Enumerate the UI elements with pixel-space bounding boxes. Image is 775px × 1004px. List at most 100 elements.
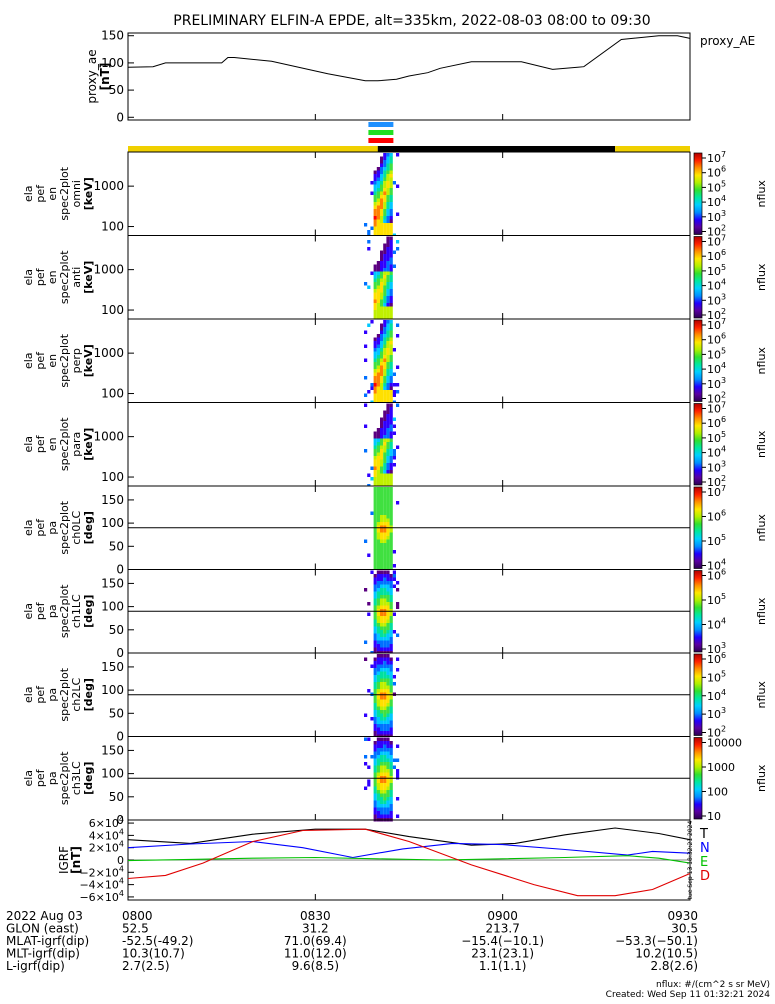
heatmap-cell xyxy=(389,313,393,317)
heatmap-cell xyxy=(376,647,380,651)
heatmap-cell xyxy=(389,376,393,380)
heatmap-cell xyxy=(380,351,384,355)
heatmap-cell xyxy=(376,351,380,355)
heatmap-cell xyxy=(380,327,384,331)
heatmap-cell xyxy=(380,254,384,258)
xaxis-row-value: 1.1(1.1) xyxy=(479,959,527,973)
heatmap-cell xyxy=(376,741,380,745)
panel-ylabel-pa_ch1: elapefpaspec2plotch1LC[deg] xyxy=(22,584,95,638)
heatmap-cell xyxy=(380,230,384,234)
heatmap-cell xyxy=(386,657,390,661)
heatmap-cell xyxy=(389,282,393,286)
heatmap-cell xyxy=(389,160,393,164)
panel-ytick-label: 150 xyxy=(101,493,124,507)
heatmap-cell xyxy=(389,511,393,515)
heatmap-cell xyxy=(380,546,384,550)
heatmap-cell xyxy=(376,504,380,508)
heatmap-cell xyxy=(386,310,390,314)
heatmap-cell xyxy=(380,337,384,341)
heatmap-cell xyxy=(380,341,384,345)
heatmap-cell xyxy=(373,442,377,446)
heatmap-cell xyxy=(373,633,377,637)
heatmap-cell xyxy=(392,550,396,554)
heatmap-cell xyxy=(380,459,384,463)
heatmap-cell xyxy=(376,675,380,679)
heatmap-cell xyxy=(380,167,384,171)
heatmap-cell xyxy=(383,532,387,536)
heatmap-cell xyxy=(383,181,387,185)
heatmap-cell xyxy=(370,570,374,574)
heatmap-cell xyxy=(383,247,387,251)
heatmap-cell xyxy=(380,564,384,568)
heatmap-cell xyxy=(389,807,393,811)
heatmap-cell xyxy=(376,751,380,755)
panel-frame-spec_perp xyxy=(127,318,691,403)
heatmap-cell xyxy=(383,772,387,776)
heatmap-cell xyxy=(389,390,393,394)
heatmap-cell xyxy=(383,710,387,714)
colorbar-tick-label: 102 xyxy=(707,725,726,740)
heatmap-cell xyxy=(376,811,380,815)
heatmap-cell xyxy=(376,616,380,620)
heatmap-cell xyxy=(383,205,387,209)
heatmap-cell xyxy=(389,633,393,637)
heatmap-cell xyxy=(383,163,387,167)
heatmap-cell xyxy=(389,223,393,227)
heatmap-cell xyxy=(386,584,390,588)
heatmap-cell xyxy=(383,330,387,334)
heatmap-cell xyxy=(383,657,387,661)
status-bar-segment xyxy=(377,146,616,152)
heatmap-cell xyxy=(386,553,390,557)
heatmap-cell xyxy=(373,546,377,550)
heatmap-cell xyxy=(380,216,384,220)
heatmap-cell xyxy=(389,435,393,439)
heatmap-cell xyxy=(373,762,377,766)
heatmap-cell xyxy=(389,769,393,773)
heatmap-cell xyxy=(383,671,387,675)
heatmap-cell xyxy=(373,532,377,536)
heatmap-cell xyxy=(396,605,400,609)
heatmap-cell xyxy=(373,710,377,714)
heatmap-cell xyxy=(367,765,371,769)
proxy-ae-frame xyxy=(127,32,691,121)
heatmap-cell xyxy=(386,633,390,637)
heatmap-cell xyxy=(386,748,390,752)
heatmap-cell xyxy=(386,637,390,641)
heatmap-cell xyxy=(376,783,380,787)
heatmap-cell xyxy=(383,497,387,501)
colorbar-label: nflux xyxy=(755,347,768,375)
heatmap-cell xyxy=(392,372,396,376)
heatmap-cell xyxy=(380,494,384,498)
heatmap-cell xyxy=(396,403,400,407)
heatmap-cell xyxy=(380,644,384,648)
heatmap-cell xyxy=(396,668,400,672)
heatmap-cell xyxy=(373,574,377,578)
heatmap-cell xyxy=(383,160,387,164)
colorbar-tick-label: 105 xyxy=(707,263,726,278)
heatmap-cell xyxy=(383,696,387,700)
heatmap-cell xyxy=(380,226,384,230)
heatmap-cell xyxy=(386,341,390,345)
igrf-ylabel: IGRF[nT] xyxy=(57,846,83,874)
heatmap-cell xyxy=(373,550,377,554)
heatmap-cell xyxy=(389,682,393,686)
heatmap-cell xyxy=(373,365,377,369)
heatmap-cell xyxy=(376,216,380,220)
heatmap-cell xyxy=(380,369,384,373)
heatmap-cell xyxy=(376,564,380,568)
heatmap-cell xyxy=(380,390,384,394)
heatmap-cell xyxy=(386,337,390,341)
heatmap-cell xyxy=(380,223,384,227)
heatmap-cell xyxy=(386,470,390,474)
heatmap-cell xyxy=(386,480,390,484)
heatmap-cell xyxy=(380,477,384,481)
heatmap-cell xyxy=(376,310,380,314)
colorbar-tick-label: 106 xyxy=(707,415,726,430)
heatmap-cell xyxy=(396,758,400,762)
heatmap-cell xyxy=(376,807,380,811)
heatmap-cell xyxy=(380,358,384,362)
heatmap-cell xyxy=(383,515,387,519)
colorbar-spec_perp xyxy=(693,319,703,402)
heatmap-cell xyxy=(386,299,390,303)
heatmap-cell xyxy=(376,296,380,300)
